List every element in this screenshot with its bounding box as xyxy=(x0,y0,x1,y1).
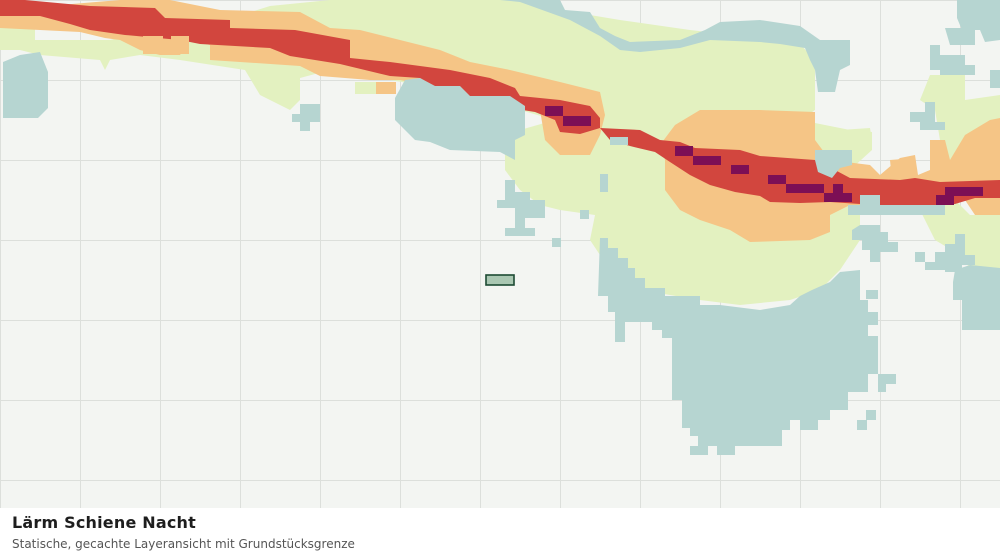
noise-zone-very-high xyxy=(545,106,983,205)
noise-zone-medium-patches xyxy=(143,36,396,94)
map-caption: Lärm Schiene Nacht Statische, gecachte L… xyxy=(0,508,1000,560)
water-areas xyxy=(3,0,1000,455)
noise-zone-high xyxy=(0,0,1000,205)
map-canvas[interactable] xyxy=(0,0,1000,508)
layer-title: Lärm Schiene Nacht xyxy=(12,513,196,532)
map-view[interactable] xyxy=(0,0,1000,508)
layer-subtitle: Statische, gecachte Layeransicht mit Gru… xyxy=(12,537,355,551)
parcel-boundary[interactable] xyxy=(485,274,515,286)
